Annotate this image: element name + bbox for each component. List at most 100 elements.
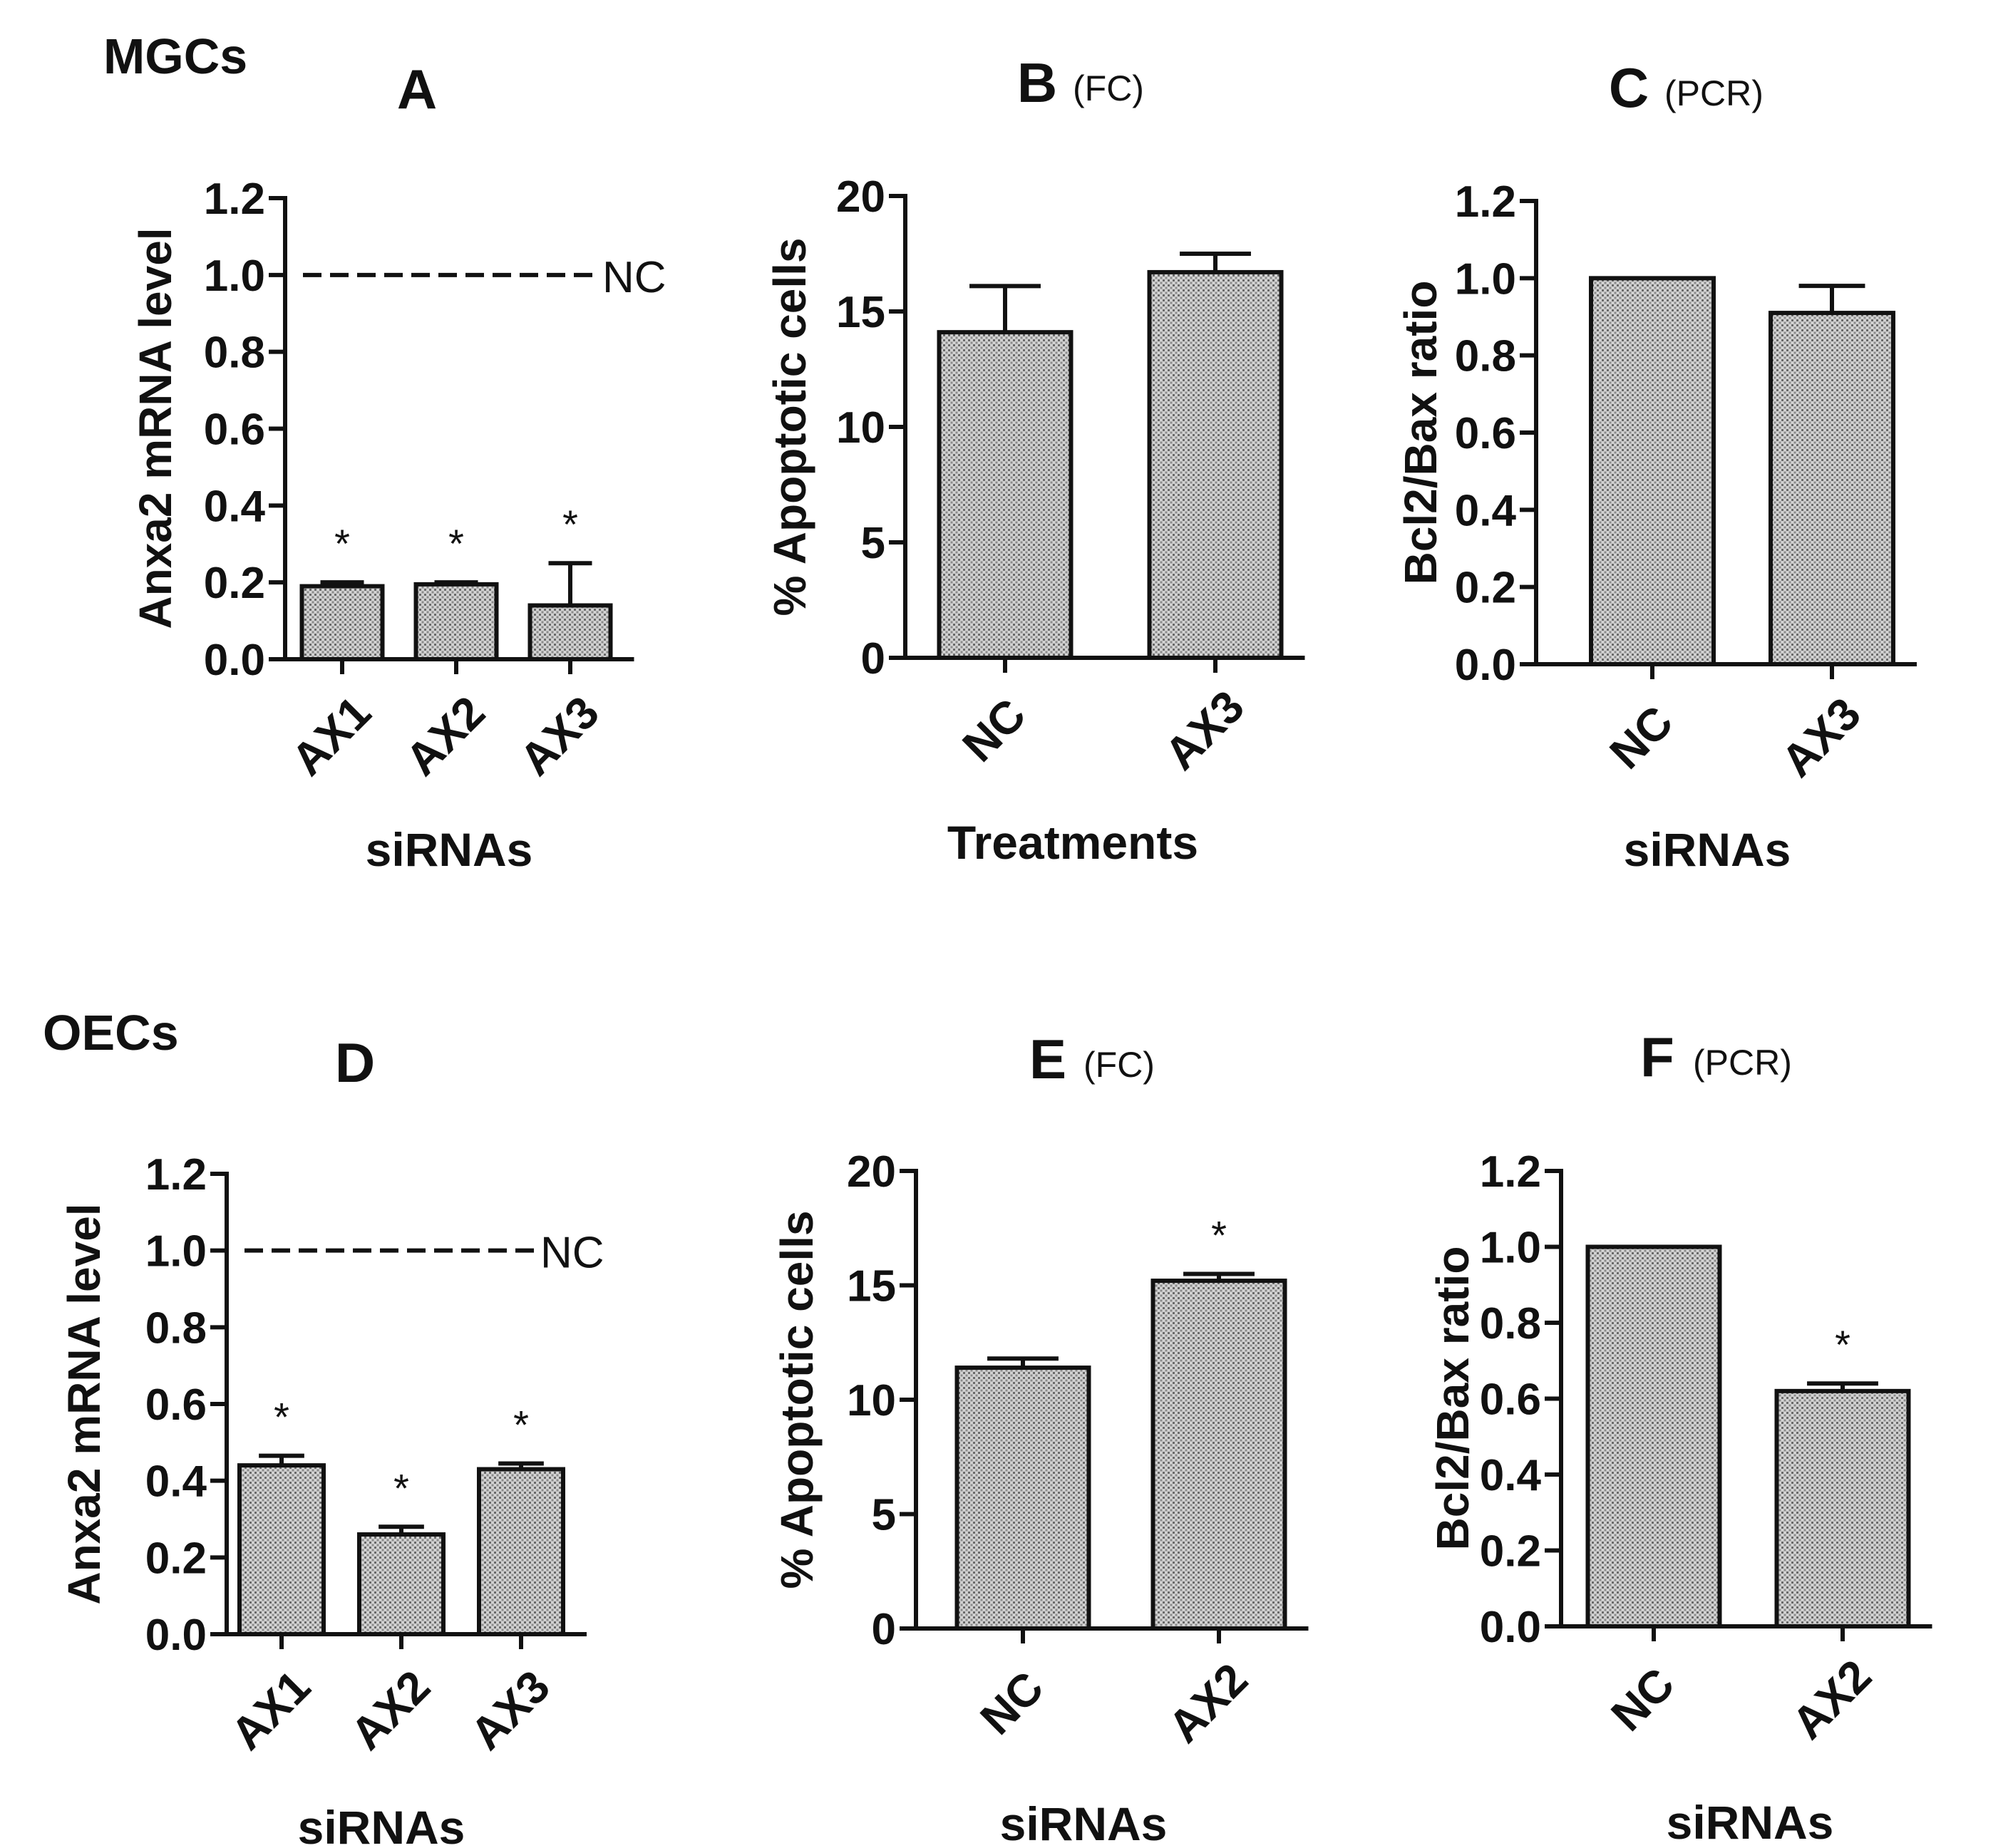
bar-nc bbox=[937, 330, 1074, 660]
panel-title: C bbox=[1609, 56, 1649, 119]
x-tick-label: NC bbox=[1600, 696, 1682, 778]
bar-ax1 bbox=[299, 584, 385, 662]
y-tick-label: 0 bbox=[872, 1605, 896, 1654]
bar-ax2 bbox=[1150, 1279, 1287, 1631]
x-tick-label: AX2 bbox=[1158, 1653, 1257, 1752]
y-tick-label: 0.8 bbox=[204, 329, 265, 378]
x-tick-label: AX2 bbox=[341, 1661, 440, 1760]
panel-note: (PCR) bbox=[1693, 1043, 1792, 1083]
panel-note: (PCR) bbox=[1664, 73, 1764, 113]
nc-reference-label: NC bbox=[540, 1229, 604, 1278]
y-tick-label: 0.8 bbox=[145, 1304, 207, 1353]
significance-marker: * bbox=[1835, 1322, 1850, 1367]
y-tick-label: 1.2 bbox=[204, 175, 265, 224]
y-tick-label: 0.0 bbox=[1480, 1603, 1541, 1652]
bar-ax2 bbox=[413, 582, 499, 661]
y-tick-label: 0.0 bbox=[145, 1611, 207, 1660]
panel-b: B (FC) 0 5 10 15 20 % Apoptotic cells NC AX3 Treat… bbox=[764, 51, 1305, 869]
y-tick-label: 0.2 bbox=[204, 559, 265, 608]
y-tick-label: 5 bbox=[872, 1491, 896, 1540]
panel-title: F bbox=[1640, 1026, 1674, 1088]
y-tick-label: 20 bbox=[836, 172, 885, 222]
significance-marker: * bbox=[1211, 1212, 1227, 1257]
significance-marker: * bbox=[513, 1402, 529, 1447]
y-tick-label: 10 bbox=[836, 403, 885, 453]
group-label-mgcs: MGCs bbox=[103, 29, 247, 84]
y-tick-label: 1.0 bbox=[204, 252, 265, 301]
bar-nc bbox=[1589, 276, 1716, 667]
bar-nc bbox=[1585, 1244, 1722, 1628]
bar-ax3 bbox=[1769, 311, 1895, 666]
y-axis-label: % Apoptotic cells bbox=[764, 237, 815, 616]
y-tick-label: 0 bbox=[861, 634, 885, 683]
y-axis-label: Anxa2 mRNA level bbox=[130, 227, 181, 629]
y-tick-label: 1.2 bbox=[1480, 1147, 1541, 1197]
y-tick-label: 0.2 bbox=[145, 1534, 207, 1583]
x-tick-label: AX3 bbox=[510, 686, 609, 785]
x-tick-label: AX2 bbox=[1782, 1650, 1881, 1749]
y-tick-label: 10 bbox=[847, 1376, 896, 1425]
x-tick-label: NC bbox=[952, 688, 1035, 771]
x-tick-label: NC bbox=[970, 1661, 1053, 1744]
panel-note: (FC) bbox=[1083, 1045, 1155, 1085]
panels-container: A 0.0 0.2 0.4 0.6 0.8 1.0 1.2 Anxa2 mRNA level NC… bbox=[58, 51, 1932, 1848]
y-tick-label: 0.4 bbox=[1480, 1451, 1542, 1500]
y-tick-label: 1.0 bbox=[1455, 254, 1516, 304]
panel-a: A 0.0 0.2 0.4 0.6 0.8 1.0 1.2 Anxa2 mRNA level NC… bbox=[130, 58, 666, 876]
y-tick-label: 0.4 bbox=[145, 1457, 207, 1507]
y-tick-label: 0.6 bbox=[145, 1380, 207, 1430]
y-tick-label: 0.0 bbox=[204, 636, 265, 685]
x-tick-label: NC bbox=[1601, 1658, 1684, 1740]
x-axis-label: siRNAs bbox=[1667, 1796, 1834, 1848]
y-tick-label: 0.8 bbox=[1455, 332, 1516, 381]
y-tick-label: 15 bbox=[836, 288, 885, 337]
y-tick-label: 0.4 bbox=[1455, 486, 1517, 535]
y-axis-label: % Apoptotic cells bbox=[771, 1210, 823, 1589]
y-tick-label: 1.2 bbox=[1455, 177, 1516, 227]
panel-title: D bbox=[335, 1031, 375, 1094]
x-tick-label: AX3 bbox=[1155, 681, 1254, 780]
y-tick-label: 0.4 bbox=[204, 482, 266, 531]
panel-title: B bbox=[1017, 51, 1057, 114]
x-axis-label: siRNAs bbox=[366, 823, 533, 876]
y-tick-label: 0.6 bbox=[204, 406, 265, 455]
group-label-oecs: OECs bbox=[43, 1005, 179, 1060]
x-tick-label: AX1 bbox=[282, 686, 381, 785]
panel-title: A bbox=[397, 58, 437, 120]
bar-ax3 bbox=[477, 1467, 565, 1636]
panel-c: C (PCR) 0.0 0.2 0.4 0.6 0.8 1.0 1.2 Bcl2/Bax rati… bbox=[1395, 56, 1917, 876]
bar-ax3 bbox=[527, 603, 613, 661]
bar-nc bbox=[954, 1366, 1091, 1631]
y-tick-label: 1.0 bbox=[1480, 1224, 1541, 1273]
panel-title: E bbox=[1029, 1028, 1066, 1090]
bar-ax3 bbox=[1147, 269, 1284, 661]
y-tick-label: 1.2 bbox=[145, 1150, 207, 1199]
y-axis-label: Bcl2/Bax ratio bbox=[1395, 281, 1446, 585]
y-tick-label: 15 bbox=[847, 1262, 896, 1311]
x-tick-label: AX3 bbox=[1771, 688, 1870, 787]
significance-marker: * bbox=[562, 502, 578, 547]
panel-d: D 0.0 0.2 0.4 0.6 0.8 1.0 1.2 Anxa2 mRNA level NC… bbox=[58, 1031, 604, 1848]
bar-ax1 bbox=[237, 1463, 326, 1636]
x-axis-label: siRNAs bbox=[1624, 823, 1791, 876]
y-tick-label: 1.0 bbox=[145, 1227, 207, 1276]
x-axis-label: siRNAs bbox=[1000, 1797, 1168, 1848]
significance-marker: * bbox=[393, 1465, 409, 1510]
bar-ax2 bbox=[1774, 1388, 1911, 1628]
significance-marker: * bbox=[274, 1395, 289, 1440]
y-tick-label: 5 bbox=[861, 519, 885, 568]
y-tick-label: 0.2 bbox=[1480, 1527, 1541, 1576]
x-tick-label: AX3 bbox=[460, 1661, 560, 1760]
panel-e: E (FC) 0 5 10 15 20 % Apoptotic cells NC * AX2 siRN… bbox=[771, 1028, 1309, 1848]
significance-marker: * bbox=[448, 521, 464, 566]
panel-note: (FC) bbox=[1073, 68, 1144, 108]
y-axis-label: Bcl2/Bax ratio bbox=[1427, 1246, 1478, 1551]
x-axis-label: siRNAs bbox=[298, 1801, 465, 1848]
y-tick-label: 0.0 bbox=[1455, 641, 1516, 690]
x-tick-label: AX1 bbox=[221, 1661, 320, 1760]
x-tick-label: AX2 bbox=[396, 686, 495, 785]
y-axis-label: Anxa2 mRNA level bbox=[58, 1203, 110, 1604]
bar-ax2 bbox=[357, 1532, 446, 1637]
